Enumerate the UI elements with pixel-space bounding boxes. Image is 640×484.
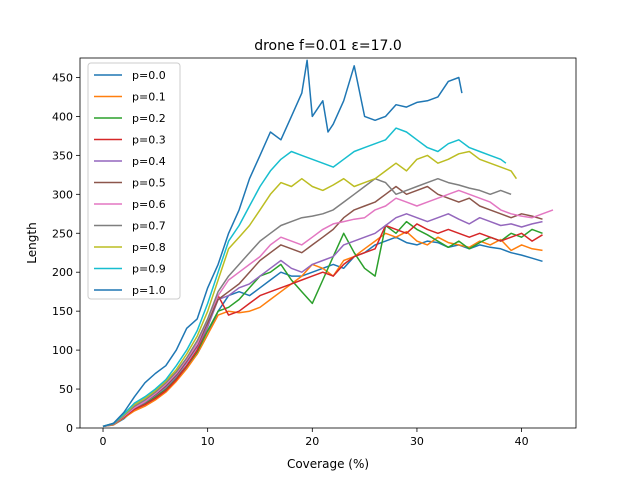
y-tick-label: 0 [66, 422, 73, 435]
legend-label: p=0.9 [132, 263, 166, 276]
legend-label: p=0.0 [132, 69, 166, 82]
y-axis-label: Length [25, 222, 39, 263]
x-tick-label: 0 [100, 435, 107, 448]
x-axis-ticks: 0 10 20 30 40 [100, 428, 529, 448]
y-tick-label: 400 [52, 110, 73, 123]
series-line-p=0.2 [102, 220, 543, 428]
legend-label: p=0.5 [132, 177, 166, 190]
y-tick-label: 250 [52, 227, 73, 240]
series-line-p=0.1 [102, 230, 543, 428]
y-tick-label: 200 [52, 266, 73, 279]
chart-title: drone f=0.01 ε=17.0 [254, 38, 402, 54]
series-line-p=1.0 [102, 59, 463, 428]
plot-area [79, 57, 577, 429]
series-line-p=0.3 [102, 223, 543, 428]
axes-frame [79, 57, 577, 429]
legend-label: p=0.1 [132, 91, 166, 104]
series-lines [102, 59, 554, 428]
legend-label: p=0.2 [132, 112, 166, 125]
legend: p=0.0 p=0.1 p=0.2 p=0.3 p=0.4 p=0.5 p=0.6 p=0.7… [87, 62, 181, 300]
legend-label: p=0.3 [132, 134, 166, 147]
y-axis-ticks: 0 50 100 150 200 250 300 350 400 450 [52, 71, 80, 435]
y-tick-label: 350 [52, 149, 73, 162]
series-line-p=0.6 [102, 189, 554, 428]
legend-label: p=0.7 [132, 220, 166, 233]
x-tick-label: 30 [410, 435, 424, 448]
series-line-p=0.8 [102, 150, 518, 428]
x-axis-label: Coverage (%) [287, 457, 369, 471]
y-tick-label: 450 [52, 71, 73, 84]
x-tick-label: 10 [201, 435, 215, 448]
series-line-p=0.5 [102, 185, 543, 428]
legend-items: p=0.0 p=0.1 p=0.2 p=0.3 p=0.4 p=0.5 p=0.6 p=0.7… [94, 69, 166, 297]
legend-label: p=0.6 [132, 198, 166, 211]
legend-label: p=0.8 [132, 241, 166, 254]
series-line-p=0.9 [102, 127, 507, 428]
y-tick-label: 50 [59, 383, 73, 396]
series-line-p=0.4 [102, 213, 543, 428]
y-tick-label: 150 [52, 305, 73, 318]
y-tick-label: 300 [52, 188, 73, 201]
x-tick-label: 20 [305, 435, 319, 448]
y-tick-label: 100 [52, 344, 73, 357]
series-line-p=0.7 [102, 177, 512, 428]
legend-box [87, 62, 181, 300]
x-tick-label: 40 [515, 435, 529, 448]
legend-label: p=0.4 [132, 155, 166, 168]
legend-label: p=1.0 [132, 284, 166, 297]
